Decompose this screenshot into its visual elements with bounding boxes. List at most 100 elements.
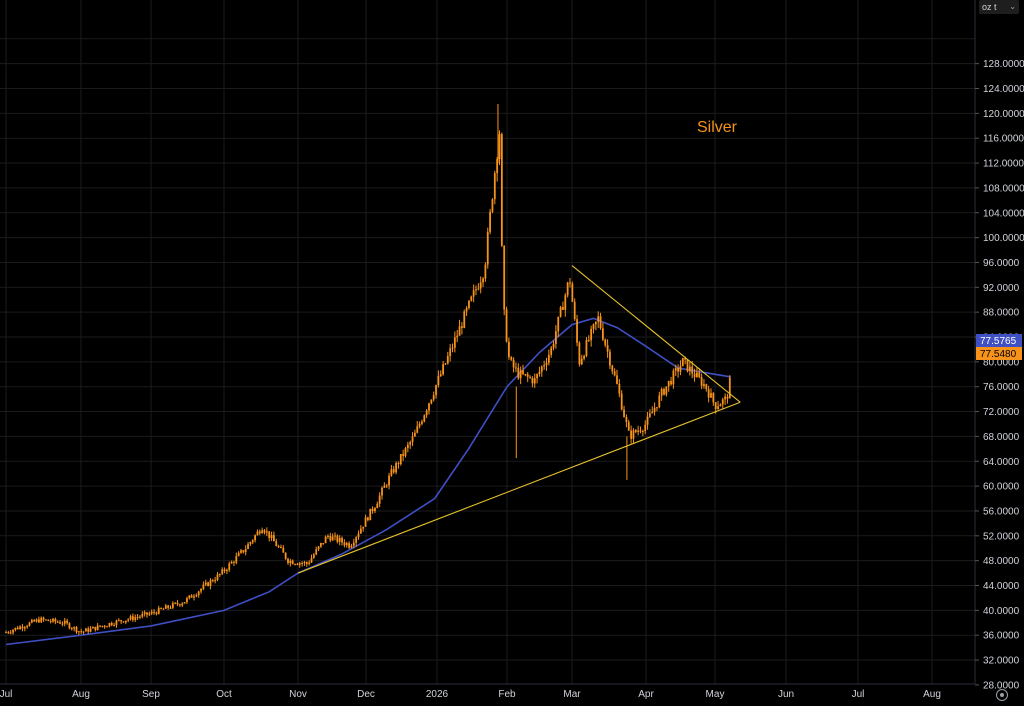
candle-body	[547, 354, 550, 363]
candle-body	[381, 487, 383, 496]
candle-body	[143, 612, 146, 615]
candle-body	[367, 517, 369, 521]
settings-icon[interactable]	[996, 689, 1008, 701]
time-tick-label: Feb	[498, 689, 516, 700]
candle-body	[651, 411, 654, 414]
candle-body	[404, 448, 407, 456]
price-tick-label: 92.0000	[983, 283, 1020, 294]
candle-body	[42, 617, 45, 620]
candle-body	[726, 396, 729, 399]
candle-body	[244, 549, 247, 553]
candle-body	[63, 620, 66, 624]
unit-selector[interactable]: oz t ⌄	[979, 0, 1019, 14]
candle-body	[728, 377, 731, 399]
candle-body	[564, 295, 567, 310]
candle-body	[557, 316, 560, 332]
candle-body	[345, 543, 348, 546]
candle-body	[656, 407, 658, 409]
candle-body	[618, 383, 621, 394]
candle-body	[9, 632, 12, 634]
candle-body	[284, 552, 287, 559]
time-tick-label: Mar	[563, 689, 581, 700]
candle-body	[512, 359, 515, 368]
price-tick-label: 112.0000	[983, 159, 1024, 170]
candle-body	[543, 365, 546, 367]
candle-body	[23, 627, 26, 629]
chart-grid	[0, 0, 975, 684]
candle-body	[211, 580, 214, 582]
candle-body	[684, 357, 687, 360]
candle-body	[359, 528, 362, 534]
candle-body	[712, 393, 715, 403]
candle-body	[331, 536, 334, 541]
candle-body	[602, 328, 604, 340]
candle-body	[315, 549, 318, 555]
candle-body	[371, 508, 374, 512]
candle-body	[176, 602, 179, 605]
candle-body	[646, 416, 649, 425]
candle-body	[439, 374, 442, 377]
candle-body	[524, 374, 527, 376]
candle-body	[47, 619, 50, 622]
last-price-tag-bg	[976, 347, 1022, 360]
candle-body	[456, 335, 459, 338]
candle-body	[181, 603, 184, 606]
candle-body	[531, 377, 534, 384]
candle-body	[312, 554, 315, 558]
candle-body	[414, 432, 416, 437]
candle-body	[117, 620, 120, 622]
candle-body	[233, 561, 235, 563]
candle-body	[402, 454, 405, 456]
candle-body	[717, 406, 719, 409]
candle-body	[693, 373, 696, 378]
candle-body	[174, 602, 177, 604]
candle-body	[437, 376, 440, 386]
candle-body	[585, 339, 588, 356]
trendline-layer[interactable]	[297, 265, 741, 574]
candle-body	[681, 357, 684, 367]
candle-body	[21, 626, 24, 629]
candle-body	[122, 621, 125, 623]
candle-body	[583, 355, 585, 359]
candle-body	[630, 430, 632, 439]
time-tick-label: Jul	[852, 689, 865, 700]
candle-body	[52, 618, 54, 622]
candle-body	[378, 495, 381, 504]
price-axis[interactable]: 28.0000 32.0000 36.0000 40.0000 44.0000 48.00…	[975, 59, 1024, 691]
candle-body	[19, 626, 21, 630]
candle-body	[658, 395, 661, 408]
candle-body	[61, 623, 64, 625]
candle-body	[569, 282, 571, 284]
candle-body	[320, 542, 322, 547]
candle-body	[221, 569, 224, 574]
candle-body	[305, 562, 308, 564]
candle-body	[484, 264, 487, 279]
candle-body	[688, 366, 691, 372]
trendline[interactable]	[571, 265, 741, 403]
candle-body	[183, 602, 186, 604]
candle-body	[566, 282, 569, 296]
price-tick-label: 80.0000	[983, 357, 1020, 368]
candle-body	[451, 347, 454, 349]
time-tick-label: Sep	[142, 689, 160, 700]
candle-body	[179, 604, 181, 606]
candle-body	[85, 628, 87, 632]
candle-body	[522, 370, 524, 375]
candle-body	[679, 366, 682, 372]
candle-body	[89, 628, 92, 632]
time-axis[interactable]: Jul Aug Sep Oct Nov Dec 2026 Feb Mar Apr May Jun Jul…	[0, 689, 941, 700]
candle-body	[644, 424, 647, 431]
price-tick-label: 72.0000	[983, 407, 1020, 418]
candle-body	[146, 612, 148, 615]
candle-body	[500, 134, 503, 246]
candle-body	[195, 595, 198, 597]
candle-body	[303, 562, 306, 564]
candle-body	[103, 625, 106, 627]
moving-average-layer	[5, 317, 732, 646]
candle-body	[468, 300, 470, 309]
candle-body	[226, 569, 228, 572]
trendline[interactable]	[297, 401, 741, 574]
candle-body	[237, 552, 240, 557]
candle-body	[453, 337, 456, 348]
